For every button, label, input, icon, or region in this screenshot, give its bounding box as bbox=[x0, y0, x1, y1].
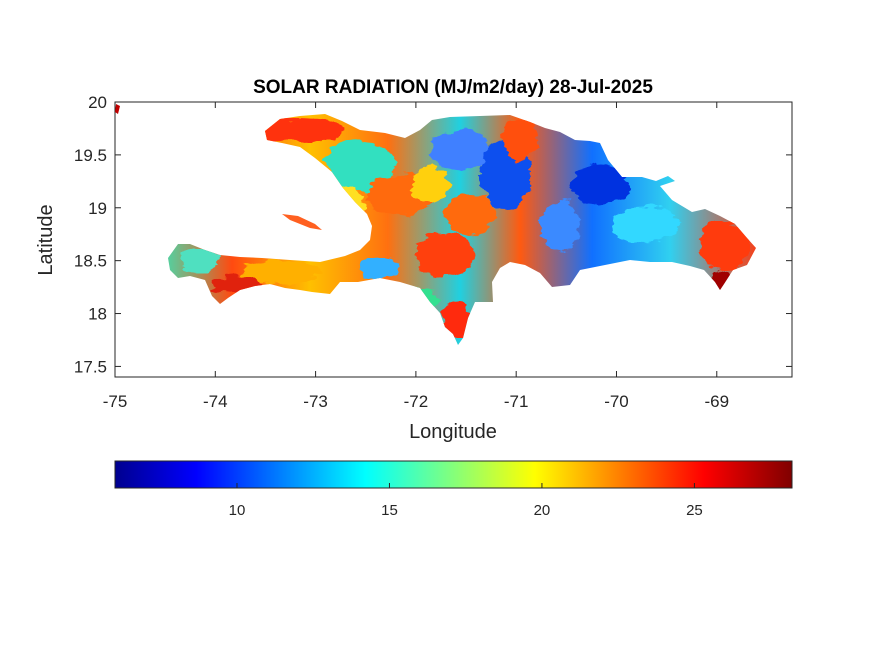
x-tick-label: -73 bbox=[303, 392, 328, 411]
y-axis: 17.5 18 18.5 19 19.5 20 bbox=[74, 93, 792, 376]
colorbar-tick-label: 20 bbox=[534, 502, 551, 519]
y-tick-label: 18.5 bbox=[74, 252, 107, 271]
colorbar bbox=[114, 460, 793, 489]
y-tick-label: 20 bbox=[88, 93, 107, 112]
y-tick-label: 18 bbox=[88, 305, 107, 324]
tortuga-island bbox=[282, 214, 322, 230]
x-axis: -75 -74 -73 -72 -71 -70 -69 bbox=[103, 102, 729, 411]
x-tick-label: -69 bbox=[704, 392, 729, 411]
colorbar-tick-label: 25 bbox=[686, 502, 703, 519]
x-tick-label: -70 bbox=[604, 392, 629, 411]
gonave-island bbox=[115, 104, 120, 114]
x-tick-label: -75 bbox=[103, 392, 128, 411]
y-tick-label: 19 bbox=[88, 199, 107, 218]
y-axis-label: Latitude bbox=[35, 204, 57, 275]
x-tick-label: -71 bbox=[504, 392, 529, 411]
colorbar-tick-label: 15 bbox=[381, 502, 398, 519]
x-tick-label: -74 bbox=[203, 392, 228, 411]
y-tick-label: 19.5 bbox=[74, 146, 107, 165]
colorbar-ticks: 10 15 20 25 bbox=[229, 483, 703, 519]
x-tick-label: -72 bbox=[404, 392, 429, 411]
x-axis-label: Longitude bbox=[409, 421, 497, 443]
chart-title: SOLAR RADIATION (MJ/m2/day) 28-Jul-2025 bbox=[253, 77, 653, 98]
colorbar-tick-label: 10 bbox=[229, 502, 246, 519]
y-tick-label: 17.5 bbox=[74, 357, 107, 376]
